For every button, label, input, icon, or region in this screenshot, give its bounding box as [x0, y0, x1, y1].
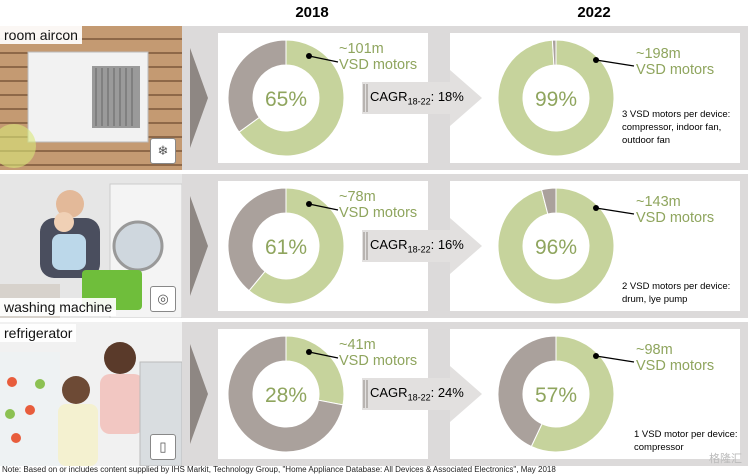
donut-2022-slice-other — [497, 335, 557, 448]
donut-2018-donut: 65% — [227, 39, 345, 157]
callout-2022 — [593, 205, 635, 215]
device-note: 1 VSD motor per device: compressor — [634, 429, 738, 453]
row-chevron — [190, 48, 208, 148]
motors-2018-unit: VSD motors — [339, 353, 418, 369]
motors-2022: ~143m VSD motors — [636, 194, 714, 226]
cagr-subscript: 18-22 — [407, 96, 431, 107]
donut-2018-slice-vsd — [248, 187, 345, 305]
donut-2018-slice-other — [227, 335, 344, 453]
aircon-icon: ❄ — [150, 138, 176, 164]
cagr-text: CAGR — [370, 385, 408, 400]
donut-2022-pct-label: 96% — [535, 236, 577, 259]
watermark: 格隆汇 — [709, 453, 742, 465]
motors-2022-unit: VSD motors — [636, 358, 715, 374]
cagr-subscript: 18-22 — [407, 244, 431, 255]
category-label: refrigerator — [0, 324, 77, 342]
donut-2022-slice-other — [551, 39, 557, 66]
motors-2018-unit: VSD motors — [339, 205, 418, 221]
donut-2022-donut: 96% — [497, 187, 615, 305]
donut-2018-pct-label: 65% — [265, 88, 307, 111]
year-header-2022: 2022 — [577, 4, 611, 21]
row-chevron — [190, 344, 208, 444]
cagr-arrow — [362, 366, 482, 422]
donut-2022-pct-label: 99% — [535, 88, 577, 111]
cagr-arrow — [362, 218, 482, 274]
motors-2018-count: ~101m — [339, 41, 384, 57]
motors-2022-count: ~143m — [636, 194, 681, 210]
cagr-label: CAGR18-22: 18% — [370, 89, 464, 107]
motors-2018: ~41m VSD motors — [339, 337, 417, 369]
device-note: 3 VSD motors per device: compressor, ind… — [622, 109, 731, 146]
motors-2018: ~101m VSD motors — [339, 41, 417, 73]
callout-2018 — [306, 53, 339, 63]
cagr-arrow — [362, 70, 482, 126]
washer-icon: ◎ — [150, 286, 176, 312]
year-header-2018: 2018 — [295, 4, 329, 21]
appliance-photo-washer: washing machine ◎ — [0, 174, 182, 318]
motors-2018-count: ~78m — [339, 189, 376, 205]
callout-2022 — [593, 353, 635, 363]
motors-2022-unit: VSD motors — [636, 210, 715, 226]
donut-2018-slice-other — [227, 39, 287, 133]
motors-2018-unit: VSD motors — [339, 57, 418, 73]
motors-2022-count: ~198m — [636, 46, 681, 62]
donut-2022-pct-label: 57% — [535, 384, 577, 407]
donut-2022-slice-vsd — [497, 39, 615, 157]
donut-2022-donut: 99% — [497, 39, 615, 157]
donut-2022-slice-vsd — [497, 187, 615, 305]
category-label: washing machine — [0, 298, 117, 316]
motors-2018-count: ~41m — [339, 337, 376, 353]
donut-2022-donut: 57% — [497, 335, 615, 453]
motors-2022-unit: VSD motors — [636, 62, 715, 78]
cagr-text: CAGR — [370, 89, 408, 104]
cagr-subscript: 18-22 — [407, 392, 431, 403]
donut-2018-slice-other — [227, 187, 287, 292]
motors-2022-count: ~98m — [636, 342, 673, 358]
donut-2018-pct-label: 61% — [265, 236, 307, 259]
motors-2018: ~78m VSD motors — [339, 189, 417, 221]
cagr-value: : 24% — [430, 385, 464, 400]
appliance-photo-aircon: room aircon ❄ — [0, 26, 182, 170]
cagr-text: CAGR — [370, 237, 408, 252]
callout-2018 — [306, 201, 339, 211]
callout-2018 — [306, 349, 339, 359]
fridge-icon: ▯ — [150, 434, 176, 460]
donut-2018-pct-label: 28% — [265, 384, 307, 407]
category-label: room aircon — [0, 26, 82, 44]
cagr-value: : 16% — [430, 237, 464, 252]
motors-2022: ~98m VSD motors — [636, 342, 714, 374]
motors-2022: ~198m VSD motors — [636, 46, 714, 78]
donut-2018-donut: 61% — [227, 187, 345, 305]
donut-2018-slice-vsd — [238, 39, 345, 157]
donut-2022-slice-vsd — [530, 335, 615, 453]
cagr-label: CAGR18-22: 16% — [370, 237, 464, 255]
footnote: Note: Based on or includes content suppl… — [2, 465, 556, 474]
callout-2022 — [593, 57, 635, 67]
donut-2022-slice-other — [540, 187, 557, 215]
donut-2018-donut: 28% — [227, 335, 345, 453]
cagr-value: : 18% — [430, 89, 464, 104]
device-note: 2 VSD motors per device: drum, lye pump — [622, 281, 731, 305]
appliance-photo-fridge: refrigerator ▯ — [0, 322, 182, 466]
row-chevron — [190, 196, 208, 296]
cagr-label: CAGR18-22: 24% — [370, 385, 464, 403]
